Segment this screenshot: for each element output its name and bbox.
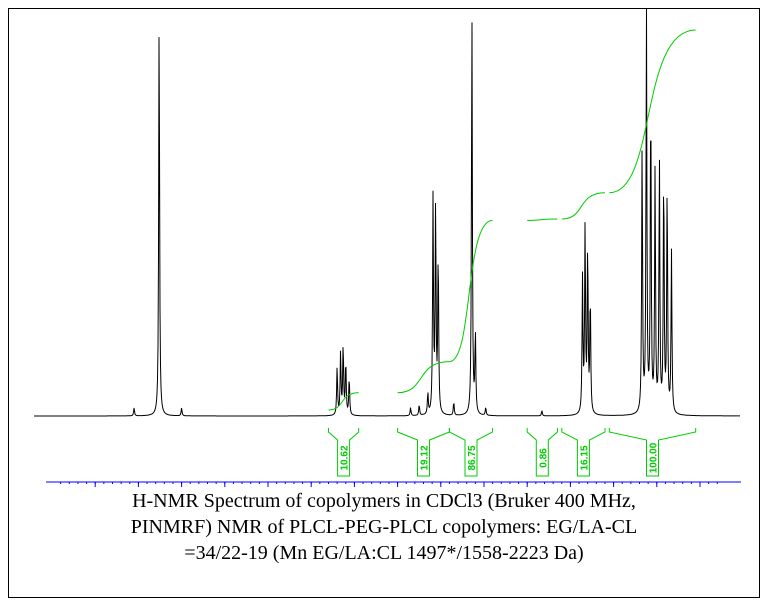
integral-curve <box>609 29 696 194</box>
integral-curve <box>527 218 558 221</box>
integral-bracket <box>526 428 558 477</box>
x-tick-label: 1.0 <box>692 489 707 490</box>
integral-label: 100.00 <box>649 442 660 473</box>
x-tick-label: 4.0 <box>433 489 448 490</box>
x-tick-label: 2.0 <box>606 489 621 490</box>
x-tick-label: 2.5 <box>563 489 578 490</box>
integral-bracket <box>448 428 494 477</box>
integral-curve <box>561 192 606 220</box>
figure-frame <box>8 8 760 598</box>
caption-line-1: H-NMR Spectrum of copolymers in CDCl3 (B… <box>132 490 636 512</box>
x-tick-label: 4.5 <box>390 489 405 490</box>
x-tick-label: 5.5 <box>304 489 319 490</box>
figure-caption: H-NMR Spectrum of copolymers in CDCl3 (B… <box>9 488 759 566</box>
x-tick-label: 7.5 <box>131 489 146 490</box>
x-tick-label: 6.0 <box>260 489 275 490</box>
integral-label: 0.86 <box>538 448 549 468</box>
spectrum-trace <box>34 8 740 417</box>
x-tick-label: 8.0 <box>88 489 103 490</box>
x-tick-label: 3.5 <box>476 489 491 490</box>
integral-label: 86.75 <box>467 445 478 470</box>
integral-bracket <box>608 428 697 477</box>
integral-bracket <box>561 428 606 477</box>
integral-label: 16.15 <box>579 445 590 470</box>
x-tick-label: 7.0 <box>174 489 189 490</box>
integral-curve <box>397 361 450 394</box>
x-tick-label: 5.0 <box>347 489 362 490</box>
x-tick-label: 1.5 <box>649 489 664 490</box>
spectrum-layer <box>34 8 740 417</box>
integral-curve <box>328 392 359 411</box>
integral-label: 19.12 <box>420 445 431 470</box>
nmr-spectrum-chart: 10.62 19.12 86.75 0.86 16.15 100.00 8.0 7.5 7.0… <box>34 8 741 490</box>
caption-line-3: =34/22-19 (Mn EG/LA:CL 1497*/1558-2223 D… <box>184 542 584 564</box>
integrals-layer: 10.62 19.12 86.75 0.86 16.15 100.00 <box>328 29 697 477</box>
x-tick-label: 6.5 <box>217 489 232 490</box>
integral-bracket <box>397 428 450 477</box>
integral-label: 10.62 <box>340 445 351 470</box>
integral-curve <box>449 219 493 363</box>
caption-line-2: PINMRF) NMR of PLCL-PEG-PLCL copolymers:… <box>130 516 638 538</box>
integral-bracket <box>328 428 360 477</box>
x-axis: 8.0 7.5 7.0 6.5 6.0 5.5 5.0 4.5 4.0 3.5 3.0 2.5 2.0 1… <box>46 481 741 490</box>
x-unit-label: ppm <box>718 489 741 490</box>
x-tick-label: 3.0 <box>520 489 535 490</box>
